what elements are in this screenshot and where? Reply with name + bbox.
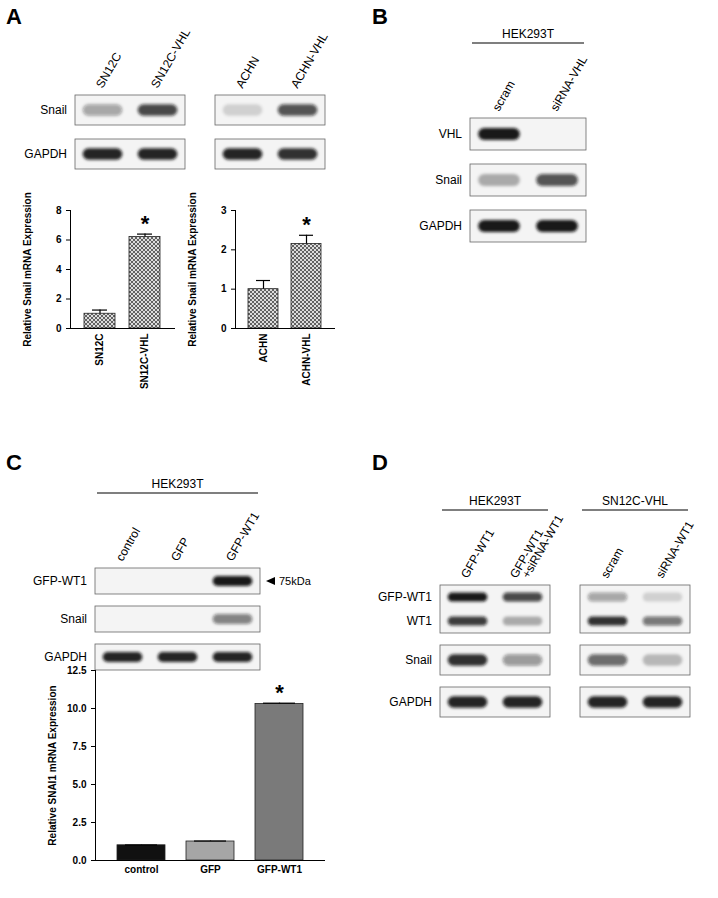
svg-text:SN12C-VHL: SN12C-VHL	[139, 334, 150, 390]
svg-text:2: 2	[56, 293, 62, 304]
svg-text:8: 8	[56, 205, 62, 216]
svg-text:GFP: GFP	[200, 864, 221, 875]
svg-text:*: *	[275, 680, 284, 705]
svg-text:siRNA-WT1: siRNA-WT1	[653, 518, 697, 580]
svg-text:12.5: 12.5	[67, 665, 87, 676]
svg-text:Snail: Snail	[405, 653, 432, 667]
svg-text:B: B	[372, 4, 388, 29]
svg-text:GFP-WT1: GFP-WT1	[507, 526, 547, 581]
svg-text:GAPDH: GAPDH	[24, 147, 67, 161]
svg-text:Relative Snail mRNA Expression: Relative Snail mRNA Expression	[22, 192, 33, 347]
svg-text:scram: scram	[598, 545, 626, 580]
svg-text:D: D	[372, 450, 388, 475]
svg-text:A: A	[6, 4, 22, 29]
svg-text:75kDa: 75kDa	[279, 575, 312, 587]
svg-text:HEK293T: HEK293T	[151, 477, 204, 491]
svg-text:10.0: 10.0	[67, 703, 87, 714]
svg-text:ACHN-VHL: ACHN-VHL	[288, 30, 331, 90]
svg-text:1: 1	[221, 283, 227, 294]
svg-text:GAPDH: GAPDH	[419, 219, 462, 233]
svg-text:+siRNA-WT1: +siRNA-WT1	[519, 512, 566, 580]
svg-text:GFP-WT1: GFP-WT1	[257, 864, 302, 875]
svg-text:0.0: 0.0	[73, 855, 87, 866]
svg-text:Snail: Snail	[60, 612, 87, 626]
svg-text:HEK293T: HEK293T	[502, 27, 555, 41]
svg-text:3: 3	[221, 205, 227, 216]
svg-text:2: 2	[221, 244, 227, 255]
svg-text:0: 0	[56, 323, 62, 334]
svg-text:GFP-WT1: GFP-WT1	[378, 590, 432, 604]
svg-text:scram: scram	[489, 78, 517, 113]
svg-text:HEK293T: HEK293T	[469, 494, 522, 508]
svg-text:WT1: WT1	[407, 614, 433, 628]
svg-text:ACHN: ACHN	[258, 334, 269, 363]
svg-text:SN12C-VHL: SN12C-VHL	[148, 26, 193, 90]
svg-text:VHL: VHL	[439, 127, 463, 141]
svg-text:GFP: GFP	[168, 535, 192, 563]
svg-text:siRNA-VHL: siRNA-VHL	[547, 53, 590, 113]
svg-text:ACHN: ACHN	[233, 54, 262, 90]
svg-text:6: 6	[56, 234, 62, 245]
svg-text:7.5: 7.5	[73, 741, 87, 752]
svg-text:*: *	[302, 212, 311, 237]
svg-text:control: control	[125, 864, 159, 875]
svg-text:SN12C: SN12C	[93, 50, 125, 91]
svg-text:GFP-WT1: GFP-WT1	[458, 526, 497, 580]
svg-text:5.0: 5.0	[73, 779, 87, 790]
svg-text:ACHN-VHL: ACHN-VHL	[301, 334, 312, 386]
svg-text:Snail: Snail	[435, 173, 462, 187]
svg-text:4: 4	[56, 264, 62, 275]
svg-text:2.5: 2.5	[73, 817, 87, 828]
svg-text:SN12C: SN12C	[94, 334, 105, 366]
svg-text:GFP-WT1: GFP-WT1	[33, 574, 87, 588]
svg-text:control: control	[113, 525, 143, 563]
svg-text:Relative Snail mRNA Expression: Relative Snail mRNA Expression	[187, 192, 198, 347]
svg-text:SN12C-VHL: SN12C-VHL	[602, 494, 668, 508]
svg-text:Snail: Snail	[40, 103, 67, 117]
svg-text:*: *	[141, 211, 150, 236]
svg-text:C: C	[6, 450, 22, 475]
svg-text:Relative SNAI1 mRNA Expression: Relative SNAI1 mRNA Expression	[47, 685, 58, 845]
svg-text:0: 0	[221, 323, 227, 334]
svg-text:GAPDH: GAPDH	[44, 650, 87, 664]
svg-text:GAPDH: GAPDH	[389, 695, 432, 709]
svg-text:GFP-WT1: GFP-WT1	[223, 509, 262, 563]
